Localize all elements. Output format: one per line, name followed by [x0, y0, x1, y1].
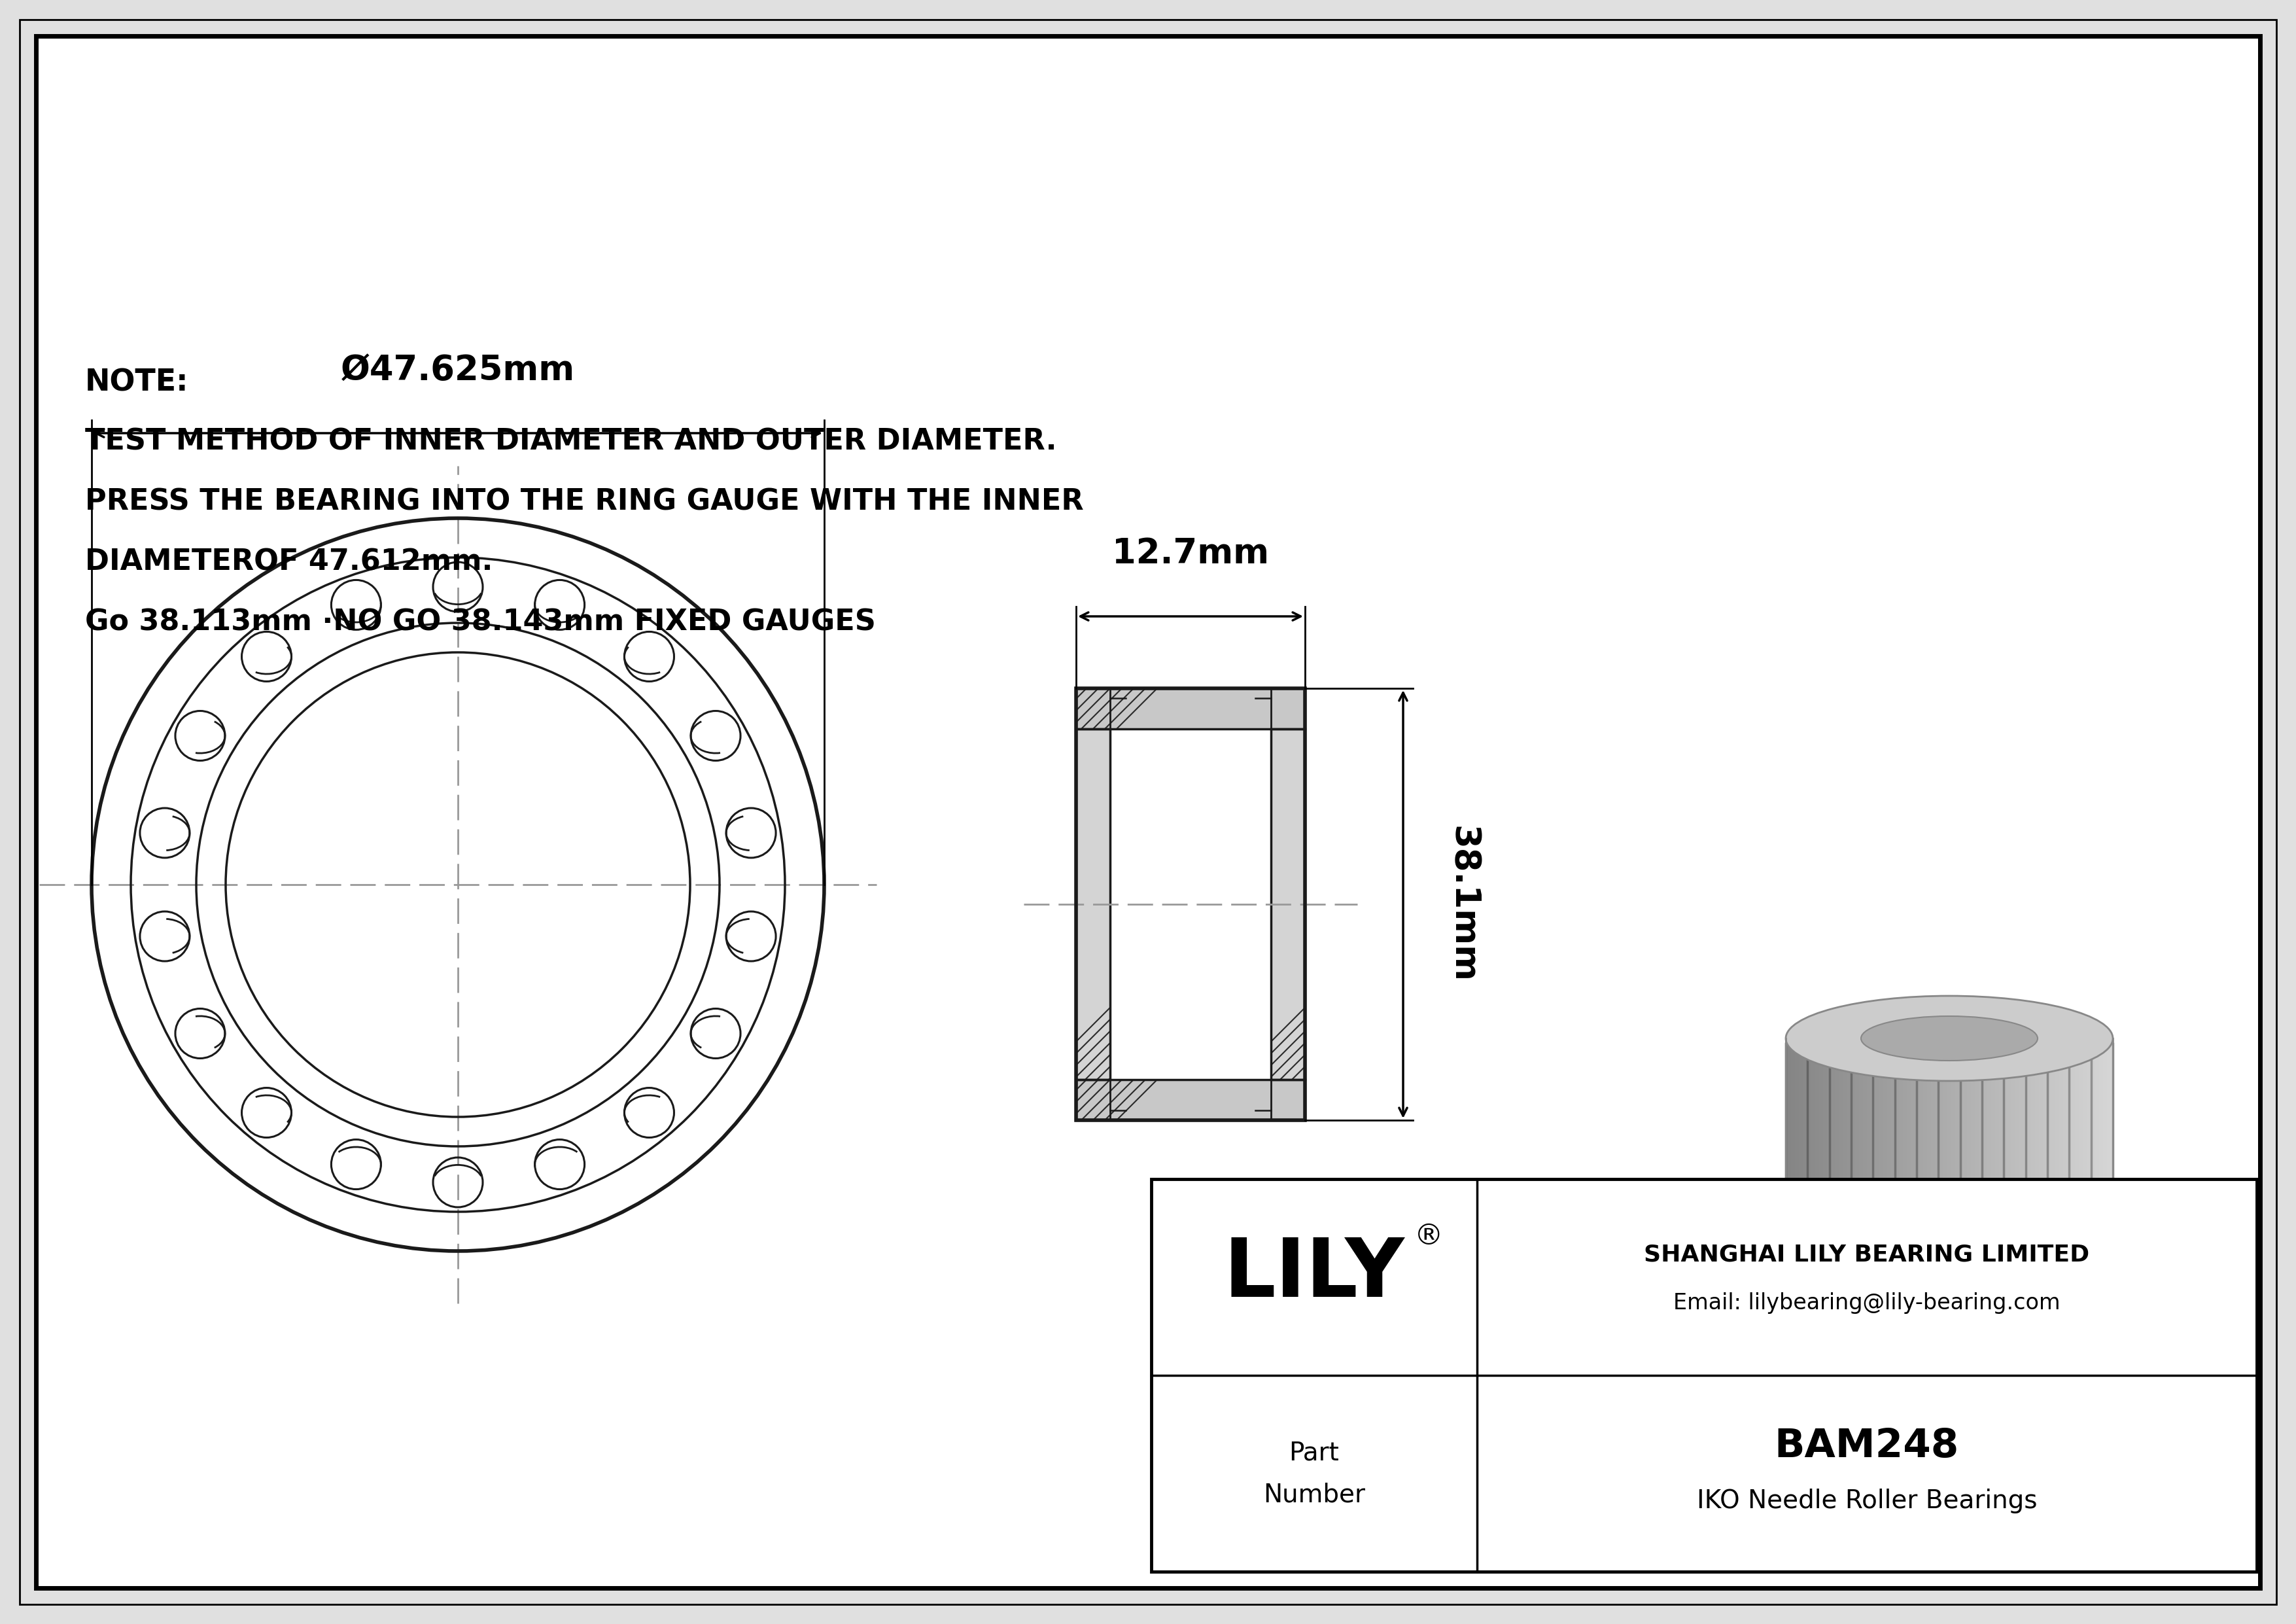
- Text: BAM248: BAM248: [1775, 1427, 1958, 1465]
- Text: 38.1mm: 38.1mm: [1446, 825, 1479, 983]
- Ellipse shape: [1786, 1276, 2112, 1363]
- Bar: [1077, 689, 1304, 729]
- Text: Part: Part: [1288, 1440, 1339, 1465]
- Bar: [1077, 689, 1304, 729]
- Text: Go 38.113mm ·NO GO 38.143mm FIXED GAUGES: Go 38.113mm ·NO GO 38.143mm FIXED GAUGES: [85, 609, 875, 637]
- Text: SHANGHAI LILY BEARING LIMITED: SHANGHAI LILY BEARING LIMITED: [1644, 1244, 2089, 1265]
- Text: 12.7mm: 12.7mm: [1111, 536, 1270, 570]
- Text: Number: Number: [1263, 1483, 1366, 1507]
- Bar: [1150, 1179, 2257, 1572]
- Bar: [1272, 729, 1304, 1080]
- Bar: [1077, 729, 1109, 1080]
- Text: Email: lilybearing@lily-bearing.com: Email: lilybearing@lily-bearing.com: [1674, 1293, 2060, 1314]
- Text: Ø47.625mm: Ø47.625mm: [340, 354, 574, 388]
- Text: DIAMETEROF 47.612mm.: DIAMETEROF 47.612mm.: [85, 549, 494, 577]
- Bar: [1077, 1080, 1304, 1121]
- Text: ®: ®: [1414, 1223, 1444, 1250]
- Bar: [1077, 1080, 1304, 1121]
- Text: TEST METHOD OF INNER DIAMETER AND OUTER DIAMETER.: TEST METHOD OF INNER DIAMETER AND OUTER …: [85, 427, 1056, 456]
- Ellipse shape: [1862, 1017, 2037, 1060]
- Bar: [1077, 729, 1109, 1080]
- Text: NOTE:: NOTE:: [85, 367, 188, 398]
- Bar: [1786, 1038, 2112, 1320]
- Text: IKO Needle Roller Bearings: IKO Needle Roller Bearings: [1697, 1489, 2037, 1514]
- Text: LILY: LILY: [1224, 1234, 1405, 1314]
- Bar: [1077, 689, 1304, 1121]
- Bar: [1272, 729, 1304, 1080]
- Text: PRESS THE BEARING INTO THE RING GAUGE WITH THE INNER: PRESS THE BEARING INTO THE RING GAUGE WI…: [85, 489, 1084, 516]
- Ellipse shape: [1786, 996, 2112, 1082]
